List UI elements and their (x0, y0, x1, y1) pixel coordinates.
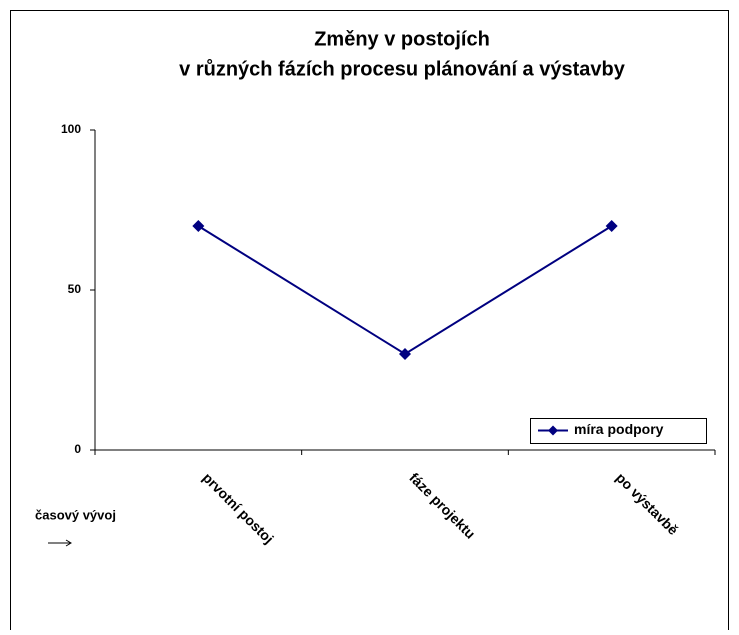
marker (605, 220, 618, 232)
chart-title: v různých fázích procesu plánování a výs… (179, 58, 626, 80)
marker (192, 220, 205, 232)
marker (399, 348, 411, 360)
x-arrow (48, 539, 72, 547)
legend-label: míra podpory (574, 421, 664, 437)
x-axis-label: časový vývoj (35, 507, 116, 522)
y-tick-label: 0 (74, 442, 81, 456)
y-tick-label: 100 (61, 122, 81, 136)
chart-frame (10, 10, 729, 635)
y-tick-label: 50 (68, 282, 82, 296)
legend-marker (548, 425, 558, 436)
chart-title: Změny v postojích (314, 28, 490, 50)
